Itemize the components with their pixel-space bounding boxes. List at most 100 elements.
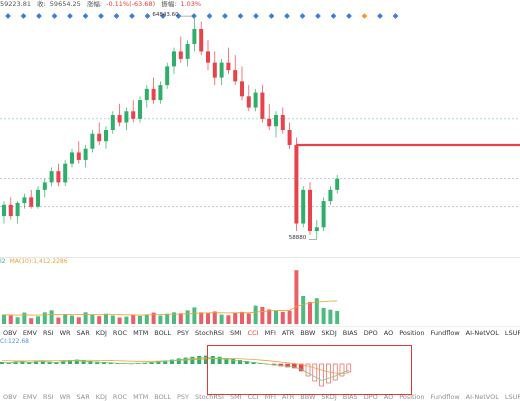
candle-body: [321, 201, 326, 228]
tab-fundflow[interactable]: Fundflow: [430, 329, 460, 337]
tab2-skdj[interactable]: SKDJ: [321, 393, 337, 401]
tab-kdj[interactable]: KDJ: [95, 329, 107, 337]
divider: [0, 257, 520, 258]
tab2-boll[interactable]: BOLL: [154, 393, 171, 401]
signal-marker: [82, 13, 89, 19]
volume-bar: [199, 312, 204, 324]
tab2-mtm[interactable]: MTM: [133, 393, 149, 401]
tab-psy[interactable]: PSY: [177, 329, 190, 337]
tab2-bbw[interactable]: BBW: [300, 393, 316, 401]
cci-bar: [312, 363, 318, 382]
tab2-fundflow[interactable]: Fundflow: [430, 393, 460, 401]
close-value: 59654.25: [49, 0, 81, 8]
cci-bar: [217, 356, 222, 364]
tab-smi[interactable]: SMI: [229, 329, 242, 337]
tab-stochrsi[interactable]: StochRSI: [195, 329, 224, 337]
tab-skdj[interactable]: SKDJ: [321, 329, 337, 337]
tab2-emv[interactable]: EMV: [22, 393, 37, 401]
tab2-dpo[interactable]: DPO: [363, 393, 378, 401]
tab-mtm[interactable]: MTM: [133, 329, 149, 337]
signal-marker: [284, 13, 290, 19]
candle-body: [22, 197, 27, 203]
tab2-lsur[interactable]: LSUR: [504, 393, 520, 401]
tab2-atr[interactable]: ATR: [281, 393, 295, 401]
volume-bar: [124, 316, 129, 324]
candle-body: [199, 28, 204, 52]
tab2-psy[interactable]: PSY: [177, 393, 190, 401]
signal-marker: [253, 13, 259, 19]
amplitude-value: 1.03%: [180, 0, 202, 8]
tab-mfi[interactable]: MFI: [264, 329, 276, 337]
change-label: 涨幅:: [86, 0, 103, 8]
tab2-kdj[interactable]: KDJ: [95, 393, 107, 401]
volume-bar: [104, 313, 108, 324]
tab-obv[interactable]: OBV: [3, 329, 17, 337]
cci-bar: [81, 360, 86, 364]
candle-body: [36, 189, 40, 207]
tab2-roc[interactable]: ROC: [112, 393, 128, 401]
tab-atr[interactable]: ATR: [281, 329, 295, 337]
cci-indicator-chart[interactable]: [0, 338, 360, 394]
candle-body: [274, 115, 278, 127]
volume-ma-line: [3, 300, 338, 316]
cci-bar: [224, 358, 229, 364]
volume-bar: [165, 313, 170, 324]
tab-lsur[interactable]: LSUR: [504, 329, 520, 337]
signal-marker: [377, 13, 383, 19]
cci-bar: [170, 359, 174, 364]
cci-bar: [0, 362, 4, 364]
cci-bar: [149, 362, 154, 364]
tab2-obv[interactable]: OBV: [3, 393, 17, 401]
tab2-cci[interactable]: CCI: [247, 393, 259, 401]
volume-bar: [158, 315, 163, 324]
tab2-stochrsi[interactable]: StochRSI: [195, 393, 224, 401]
tab2-bias[interactable]: BIAS: [342, 393, 358, 401]
tab-position[interactable]: Position: [399, 329, 425, 337]
tab-roc[interactable]: ROC: [112, 329, 128, 337]
tab2-sar[interactable]: SAR: [76, 393, 90, 401]
amplitude-label: 振幅:: [161, 0, 177, 8]
cci-bar: [285, 363, 290, 368]
candle-body: [212, 62, 217, 78]
volume-chart[interactable]: [0, 262, 360, 326]
signal-marker: [392, 13, 399, 19]
tab2-rsi[interactable]: RSI: [43, 393, 54, 401]
tab-wr[interactable]: WR: [59, 329, 71, 337]
volume-bar: [178, 313, 183, 324]
volume-bar: [246, 313, 251, 324]
candle-body: [260, 92, 265, 119]
cci-bar: [74, 359, 79, 364]
tab-boll[interactable]: BOLL: [154, 329, 171, 337]
tab2-ai-netvol[interactable]: AI-NetVOL: [465, 393, 499, 401]
highlight-box: [207, 345, 412, 395]
signal-marker: [144, 13, 151, 19]
tab2-mfi[interactable]: MFI: [264, 393, 276, 401]
tab-rsi[interactable]: RSI: [43, 329, 54, 337]
tab-cci[interactable]: CCI: [247, 329, 259, 337]
candle-body: [90, 133, 95, 149]
volume-bar: [308, 302, 312, 324]
tab-dpo[interactable]: DPO: [363, 329, 378, 337]
tab2-wr[interactable]: WR: [59, 393, 71, 401]
signal-marker: [237, 13, 244, 19]
candlestick-chart[interactable]: [0, 8, 520, 256]
tab2-smi[interactable]: SMI: [229, 393, 242, 401]
volume-bar: [185, 310, 190, 324]
candle-body: [301, 189, 306, 224]
tab-sar[interactable]: SAR: [76, 329, 90, 337]
volume-bar: [83, 312, 88, 324]
indicator-tab-bar-secondary: OBV EMV RSI WR SAR KDJ ROC MTM BOLL PSY StochRSI SM…: [0, 393, 520, 401]
volume-bar: [70, 315, 74, 324]
tab2-position[interactable]: Position: [399, 393, 425, 401]
tab-ai-netvol[interactable]: AI-NetVOL: [465, 329, 499, 337]
tab2-ao[interactable]: AO: [383, 393, 394, 401]
signal-marker: [98, 13, 104, 19]
cci-fast-line: [1, 357, 349, 381]
signal-marker: [5, 13, 11, 19]
candle-body: [172, 51, 176, 67]
tab-ao[interactable]: AO: [383, 329, 394, 337]
volume-bar: [110, 315, 115, 324]
tab-emv[interactable]: EMV: [22, 329, 37, 337]
tab-bias[interactable]: BIAS: [342, 329, 358, 337]
tab-bbw[interactable]: BBW: [300, 329, 316, 337]
